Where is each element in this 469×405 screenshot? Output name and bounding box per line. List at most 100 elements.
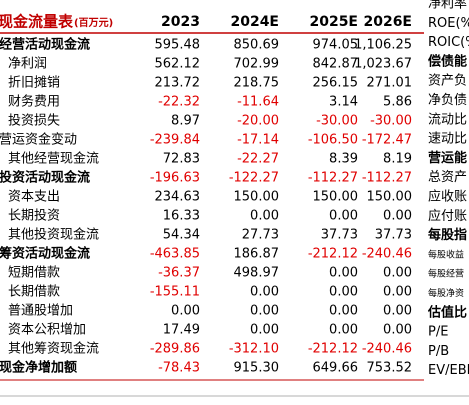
cell-value: 72.83 [163,152,200,167]
row-label: 净利润 [8,57,47,72]
column-header: 2025E [309,14,358,30]
row-label: 其他投资现金流 [8,227,99,243]
cell-value: -212.12 [308,247,358,262]
side-label: 每股经营 [428,268,464,280]
side-label: 净负债 [428,93,467,108]
cell-value: 16.33 [163,209,200,224]
cell-value: 8.97 [171,114,200,129]
cell-value: -30.00 [370,114,412,129]
row-label: 资本支出 [8,190,60,205]
cell-value: 702.99 [234,57,280,72]
cell-value: -112.27 [308,171,358,186]
cell-value: -20.00 [237,114,279,129]
cell-value: -106.50 [308,133,358,148]
cell-value: 37.73 [375,228,412,243]
cell-value: -172.47 [362,133,412,148]
cell-value: -11.64 [237,95,279,110]
cell-value: 271.01 [367,76,413,91]
cell-value: 150.00 [234,190,280,205]
table-title: 现金流量表 [0,13,74,31]
cell-value: 1,023.67 [354,57,412,72]
cell-value: 0.00 [250,285,279,300]
side-label: EV/EBI [428,363,469,378]
cell-value: -289.86 [150,342,200,357]
column-header: 2023 [161,14,200,30]
cell-value: 186.87 [234,247,280,262]
cell-value: -312.10 [229,342,279,357]
cell-value: -463.85 [150,247,200,262]
cell-value: -239.84 [150,133,200,148]
cell-value: 5.86 [383,95,412,110]
cell-value: 0.00 [250,209,279,224]
side-label: 总资产 [428,170,467,185]
cell-value: 974.05 [313,38,359,53]
cell-value: 562.12 [155,57,201,72]
cell-value: -22.27 [237,152,279,167]
cell-value: 27.73 [242,228,279,243]
row-label: 短期借款 [8,266,60,281]
side-label: 每股净资 [428,287,464,299]
cell-value: -78.43 [158,361,200,376]
cell-value: 150.00 [367,190,413,205]
cell-value: 0.00 [383,323,412,338]
cell-value: 1,106.25 [354,38,412,53]
cell-value: 0.00 [329,323,358,338]
row-label: 长期借款 [8,285,60,300]
cell-value: -240.46 [362,342,412,357]
column-header: 2024E [230,14,279,30]
row-label: 经营活动现金流 [0,37,90,53]
cell-value: 915.30 [234,361,280,376]
cell-value: -240.46 [362,247,412,262]
row-label: 现金净增加额 [0,360,77,376]
side-label: ROIC(% [428,35,469,50]
cell-value: 0.00 [329,285,358,300]
cell-value: 3.14 [329,95,358,110]
cell-value: 8.19 [383,152,412,167]
row-label: 其他经营现金流 [8,151,99,167]
cell-value: 213.72 [155,76,201,91]
cell-value: -155.11 [150,285,200,300]
cell-value: 8.39 [329,152,358,167]
cell-value: -17.14 [237,133,279,148]
cell-value: 649.66 [313,361,359,376]
cell-value: 0.00 [383,209,412,224]
cell-value: 0.00 [383,285,412,300]
cell-value: -196.63 [150,171,200,186]
cell-value: -30.00 [316,114,358,129]
cell-value: 54.34 [163,228,200,243]
cell-value: 595.48 [155,38,201,53]
side-label: 应收账 [428,189,467,205]
row-label: 财务费用 [8,94,60,110]
cell-value: 0.00 [329,266,358,281]
side-label: 流动比 [428,112,467,127]
cell-value: 498.97 [234,266,280,281]
side-label: 偿债能 [428,53,467,69]
cell-value: 150.00 [313,190,359,205]
side-label: 估值比 [427,304,467,320]
cell-value: 17.49 [163,323,200,338]
cell-value: -212.12 [308,342,358,357]
row-label: 其他筹资现金流 [8,341,99,357]
side-label: P/B [428,344,449,359]
cell-value: 753.52 [367,361,413,376]
row-label: 投资活动现金流 [0,170,90,186]
table-unit: (百万元) [74,17,113,29]
side-label: 资产负 [428,74,467,89]
side-label: 净利率 [428,0,467,12]
cell-value: 0.00 [383,304,412,319]
row-label: 筹资活动现金流 [0,246,90,262]
cell-value: 37.73 [321,228,358,243]
side-label: 速动比 [428,132,467,147]
cell-value: 0.00 [250,304,279,319]
cell-value: -122.27 [229,171,279,186]
side-label: P/E [428,325,448,340]
side-label: 每股指 [428,227,467,243]
row-label: 资本公积增加 [8,323,86,338]
side-label: ROE(% [428,16,469,31]
cell-value: 234.63 [155,190,201,205]
column-header: 2026E [363,14,412,30]
row-label: 折旧摊销 [8,76,60,91]
side-label: 每股收益 [428,248,464,260]
